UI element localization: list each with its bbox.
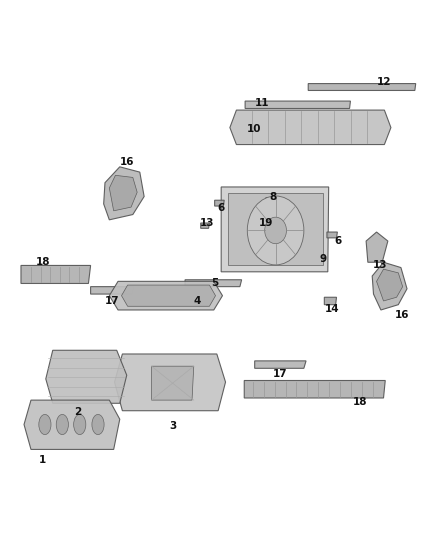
Polygon shape — [110, 175, 137, 211]
Text: 17: 17 — [272, 369, 287, 378]
Text: 17: 17 — [105, 296, 120, 306]
Polygon shape — [185, 280, 242, 287]
Polygon shape — [215, 200, 224, 206]
Text: 12: 12 — [377, 77, 392, 87]
Text: 13: 13 — [200, 218, 214, 228]
Polygon shape — [308, 84, 416, 91]
Polygon shape — [110, 281, 223, 310]
Polygon shape — [91, 287, 134, 294]
Text: 4: 4 — [194, 296, 201, 306]
Ellipse shape — [74, 415, 86, 434]
Text: 6: 6 — [218, 203, 225, 213]
Text: 16: 16 — [395, 310, 409, 320]
Ellipse shape — [56, 415, 68, 434]
Text: 13: 13 — [373, 261, 387, 270]
Polygon shape — [152, 366, 194, 400]
Polygon shape — [245, 101, 350, 109]
Polygon shape — [244, 381, 385, 398]
Ellipse shape — [92, 415, 104, 434]
Polygon shape — [230, 110, 391, 144]
Polygon shape — [104, 167, 144, 220]
Polygon shape — [228, 193, 322, 265]
Circle shape — [265, 217, 286, 244]
Text: 16: 16 — [120, 157, 134, 166]
Polygon shape — [372, 262, 407, 310]
Text: 10: 10 — [247, 124, 261, 134]
Polygon shape — [266, 198, 280, 204]
Polygon shape — [259, 211, 268, 216]
Text: 18: 18 — [353, 397, 367, 407]
Polygon shape — [327, 232, 337, 238]
Polygon shape — [121, 285, 215, 306]
Text: 8: 8 — [270, 191, 277, 201]
Polygon shape — [46, 350, 127, 403]
Polygon shape — [366, 232, 388, 262]
Text: 18: 18 — [35, 257, 50, 267]
Polygon shape — [254, 361, 306, 368]
Text: 3: 3 — [170, 421, 177, 431]
Text: 19: 19 — [259, 218, 273, 228]
Text: 6: 6 — [334, 236, 342, 246]
Polygon shape — [115, 354, 226, 411]
Polygon shape — [324, 297, 336, 305]
Text: 5: 5 — [211, 278, 218, 288]
Polygon shape — [21, 265, 91, 284]
Text: 9: 9 — [320, 254, 327, 263]
Text: 1: 1 — [39, 455, 46, 465]
Polygon shape — [377, 269, 403, 301]
Text: 14: 14 — [325, 304, 339, 314]
Text: 2: 2 — [74, 407, 81, 417]
Polygon shape — [24, 400, 120, 449]
Polygon shape — [201, 223, 209, 228]
Ellipse shape — [39, 415, 51, 434]
Text: 11: 11 — [255, 98, 270, 108]
Circle shape — [247, 196, 304, 265]
Polygon shape — [221, 187, 328, 272]
